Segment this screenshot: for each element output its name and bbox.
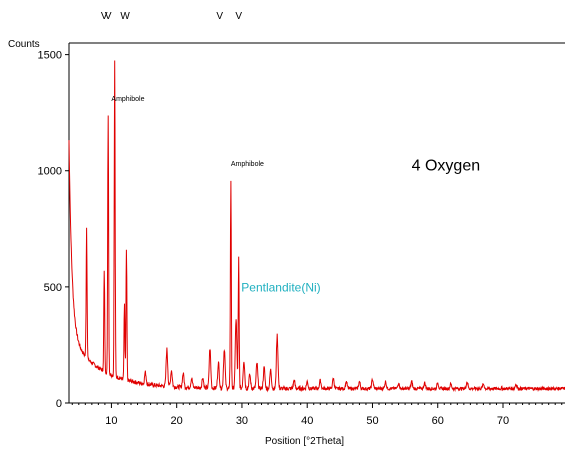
phase-marker: W (120, 11, 130, 22)
mineral-label: Pentlandite(Ni) (241, 281, 320, 295)
x-tick-label: 60 (432, 415, 444, 427)
phase-marker: V (101, 11, 108, 22)
y-tick-label: 1000 (38, 166, 62, 178)
phase-marker: V (216, 11, 223, 22)
peak-annotation: Amphibole (111, 96, 144, 103)
x-tick-label: 30 (236, 415, 248, 427)
phase-marker: V (235, 11, 242, 22)
x-tick-label: 20 (171, 415, 183, 427)
x-tick-label: 70 (497, 415, 509, 427)
x-ticks: 10 20 30 40 50 60 70 (71, 403, 563, 427)
y-tick-label: 500 (44, 282, 62, 294)
top-markers: VV W V V (101, 11, 242, 22)
phase-marker: V (105, 11, 112, 22)
y-axis-label: Counts (8, 39, 40, 50)
x-axis-label: Position [°2Theta] (265, 436, 344, 447)
peak-annotation: Amphibole (231, 161, 264, 168)
x-tick-label: 50 (366, 415, 378, 427)
sample-label: 4 Oxygen (412, 158, 480, 175)
y-tick-label: 1500 (38, 50, 62, 62)
x-tick-label: 10 (105, 415, 117, 427)
annotations: Amphibole Amphibole (111, 96, 264, 168)
y-tick-label: 0 (56, 398, 62, 410)
series-line (68, 60, 565, 393)
y-ticks: 0 500 1000 1500 (38, 50, 69, 410)
x-tick-label: 40 (301, 415, 313, 427)
